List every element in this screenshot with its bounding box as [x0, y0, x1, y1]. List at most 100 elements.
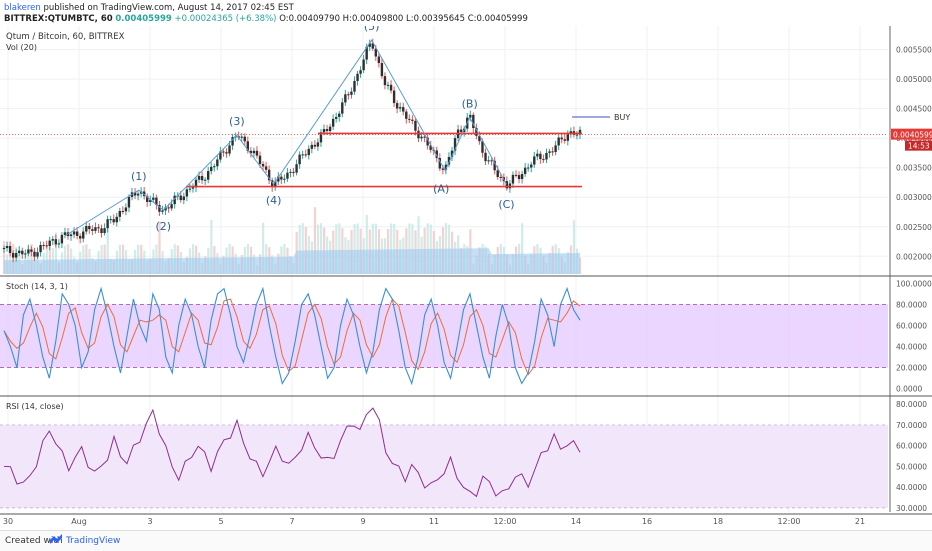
candle-body: [213, 166, 216, 168]
candle-body: [383, 76, 387, 86]
volume-bar: [316, 224, 320, 274]
candle-body: [398, 107, 402, 109]
volume-bar: [319, 223, 323, 274]
candle-body: [48, 240, 51, 246]
candle-body: [283, 178, 286, 180]
wave-label: (C): [498, 198, 514, 211]
candle-body: [557, 137, 560, 146]
candle-body: [490, 160, 493, 162]
candle-body: [69, 234, 73, 237]
candle-body: [331, 118, 335, 127]
candle-body: [197, 176, 201, 180]
ohlc-values: O:0.00409790 H:0.00409800 L:0.00395645 C…: [279, 14, 528, 24]
candle-body: [551, 151, 554, 153]
candle-body: [368, 43, 371, 47]
countdown-label: 14:53: [908, 142, 930, 151]
stoch-pane[interactable]: Stoch (14, 3, 1): [0, 282, 888, 386]
candle-body: [563, 139, 566, 141]
candle-body: [304, 154, 307, 156]
candle-body: [188, 188, 192, 190]
candle-body: [219, 151, 222, 160]
x-tick-label: 12:00: [777, 517, 800, 526]
volume-bar: [106, 225, 109, 274]
price-change: +0.00024365 (+6.38%): [174, 14, 277, 24]
stoch-band: [0, 304, 888, 368]
candle-body: [475, 128, 478, 136]
chart-area[interactable]: Qtum / Bitcoin, 60, BITTREX Vol (20) (1) (2…: [0, 20, 932, 530]
stoch-tick-label: 0.0000: [896, 385, 922, 394]
tradingview-link[interactable]: TradingView: [66, 536, 121, 546]
candle-body: [11, 252, 15, 258]
candle-body: [530, 164, 533, 168]
candle-body: [353, 80, 356, 92]
rsi-tick-label: 60.0000: [896, 442, 927, 451]
axes: 30 Aug 3 5 7 9 11 12:00 14 16 18 12:00 21 0.00550000 0…: [0, 26, 932, 526]
candle-body: [270, 180, 274, 188]
candle-body: [472, 114, 475, 129]
candle-body: [85, 225, 88, 232]
volume-label: Vol (20): [6, 43, 37, 52]
rsi-title: RSI (14, close): [6, 402, 64, 411]
candle-body: [286, 172, 289, 179]
candle-body: [225, 152, 228, 154]
candle-body: [298, 154, 301, 165]
x-tick-label: 16: [642, 517, 652, 526]
candle-body: [334, 116, 338, 119]
x-tick-label: Aug: [71, 517, 87, 526]
candle-body: [136, 193, 140, 196]
candle-body: [484, 152, 487, 162]
candle-body: [185, 189, 189, 197]
candle-body: [27, 249, 30, 254]
candle-body: [395, 103, 399, 109]
candle-body: [520, 174, 524, 180]
candle-body: [517, 175, 521, 180]
rsi-pane[interactable]: RSI (14, close): [0, 402, 888, 509]
candle-body: [30, 249, 33, 252]
candle-body: [222, 151, 225, 153]
candle-body: [380, 63, 384, 77]
volume-bar: [411, 224, 414, 274]
candle-body: [267, 169, 271, 181]
y-tick-label: 0.00250000: [896, 223, 932, 232]
x-tick-label: 14: [571, 517, 581, 526]
candle-body: [377, 56, 381, 64]
candlesticks: [2, 38, 582, 263]
candle-body: [106, 219, 109, 229]
candle-body: [149, 199, 152, 203]
candle-body: [200, 176, 204, 181]
candle-body: [493, 160, 496, 171]
candle-body: [514, 174, 518, 176]
wave-label: (A): [433, 183, 449, 196]
candle-body: [560, 137, 563, 140]
author-link[interactable]: blakeren: [4, 3, 41, 13]
candle-body: [292, 171, 295, 173]
candle-body: [264, 166, 268, 170]
candle-body: [42, 245, 45, 247]
volume-bar: [210, 220, 213, 274]
candle-body: [60, 234, 64, 244]
volume-bar: [158, 221, 161, 274]
x-tick-label: 5: [218, 517, 223, 526]
candle-body: [142, 191, 146, 197]
symbol-label: BITTREX:QTUMBTC, 60: [4, 14, 113, 24]
candle-body: [39, 245, 42, 253]
last-price: 0.00405999: [115, 14, 172, 24]
x-tick-label: 30: [3, 517, 13, 526]
candle-body: [121, 210, 125, 212]
candle-body: [389, 84, 393, 91]
volume-bar: [335, 224, 338, 274]
candle-body: [91, 229, 94, 231]
volume-bar: [85, 244, 88, 274]
wave-label: (B): [462, 98, 478, 111]
candle-body: [566, 133, 570, 141]
wave-label: (2): [156, 220, 172, 233]
x-tick-label: 21: [855, 517, 865, 526]
y-tick-label: 0.00350000: [896, 164, 932, 173]
candle-body: [243, 136, 246, 142]
candle-body: [33, 251, 36, 257]
candle-body: [24, 253, 27, 255]
rsi-tick-label: 40.0000: [896, 483, 927, 492]
volume-bar: [298, 224, 301, 274]
candle-body: [21, 250, 24, 255]
